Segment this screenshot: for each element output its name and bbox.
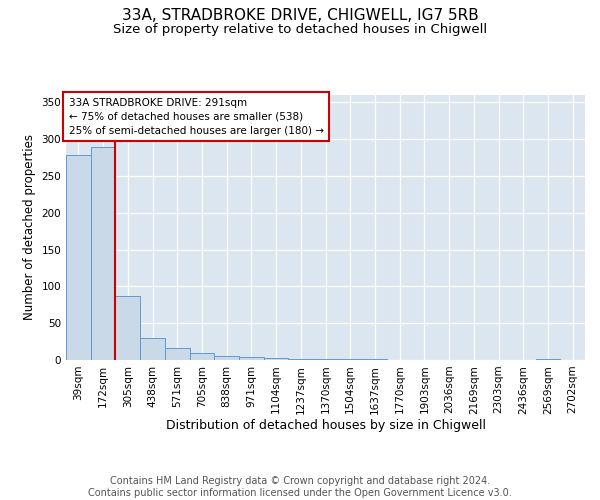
- Bar: [264, 358, 289, 360]
- Bar: [91, 146, 115, 360]
- Text: Contains HM Land Registry data © Crown copyright and database right 2024.
Contai: Contains HM Land Registry data © Crown c…: [88, 476, 512, 498]
- Bar: [165, 348, 190, 360]
- Bar: [66, 156, 91, 360]
- Y-axis label: Number of detached properties: Number of detached properties: [23, 134, 36, 320]
- X-axis label: Distribution of detached houses by size in Chigwell: Distribution of detached houses by size …: [166, 419, 485, 432]
- Text: 33A, STRADBROKE DRIVE, CHIGWELL, IG7 5RB: 33A, STRADBROKE DRIVE, CHIGWELL, IG7 5RB: [122, 8, 478, 22]
- Bar: [289, 358, 313, 360]
- Bar: [214, 356, 239, 360]
- Bar: [239, 357, 264, 360]
- Text: 33A STRADBROKE DRIVE: 291sqm
← 75% of detached houses are smaller (538)
25% of s: 33A STRADBROKE DRIVE: 291sqm ← 75% of de…: [68, 98, 323, 136]
- Text: Size of property relative to detached houses in Chigwell: Size of property relative to detached ho…: [113, 22, 487, 36]
- Bar: [190, 354, 214, 360]
- Bar: [140, 338, 165, 360]
- Bar: [115, 296, 140, 360]
